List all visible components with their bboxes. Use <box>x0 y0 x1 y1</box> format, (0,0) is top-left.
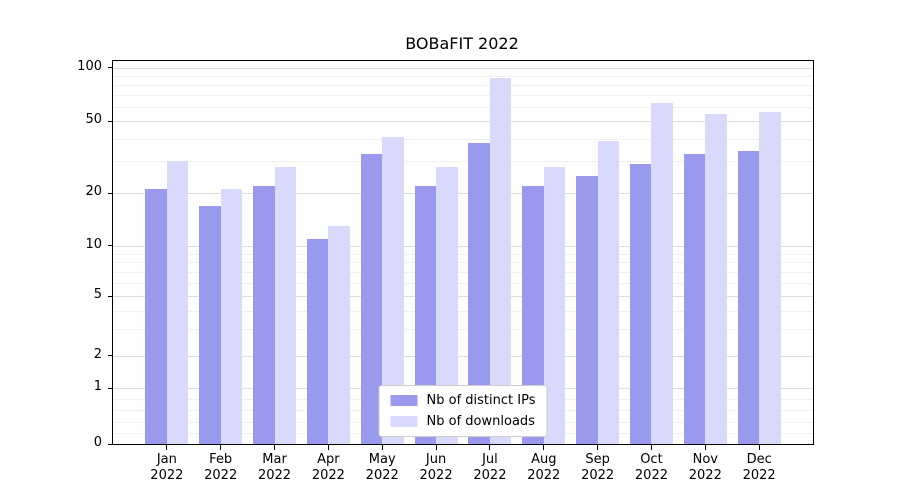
bar-distinct-ips-mar <box>253 185 275 444</box>
bar-downloads-aug <box>543 166 566 444</box>
gridline-minor <box>113 262 813 264</box>
y-tick-mark <box>108 67 113 69</box>
legend-item-distinct-ips: Nb of distinct IPs <box>390 393 536 408</box>
x-tick-mark <box>543 445 545 450</box>
bar-downloads-oct <box>651 103 673 444</box>
gridline-minor <box>113 329 813 331</box>
x-tick-mark <box>489 445 491 450</box>
y-tick-mark <box>108 355 113 357</box>
x-tick-mark <box>650 445 652 450</box>
bar-downloads-jul <box>489 77 512 444</box>
x-tick-label: Apr 2022 <box>311 452 345 483</box>
bar-downloads-apr <box>328 225 350 444</box>
x-tick-label: May 2022 <box>365 452 399 483</box>
legend-item-downloads: Nb of downloads <box>390 414 536 429</box>
bar-distinct-ips-jul <box>468 142 490 444</box>
bar-distinct-ips-may <box>360 153 383 444</box>
gridline-minor <box>113 161 813 163</box>
bar-downloads-nov <box>705 113 727 444</box>
legend-swatch-downloads <box>390 416 418 427</box>
y-tick-label: 50 <box>85 112 102 128</box>
y-tick-mark <box>108 443 113 445</box>
gridline-major <box>113 121 813 123</box>
x-tick-label: Mar 2022 <box>257 452 292 483</box>
bar-distinct-ips-sep <box>576 175 598 444</box>
bar-downloads-feb <box>220 189 243 444</box>
bar-downloads-jan <box>166 161 189 444</box>
gridline-minor <box>113 75 813 77</box>
x-tick-label: Nov 2022 <box>688 452 722 483</box>
bar-downloads-sep <box>597 140 620 444</box>
bar-downloads-jun <box>436 166 458 444</box>
gridline-minor <box>113 107 813 109</box>
x-tick-label: Jan 2022 <box>150 452 184 483</box>
y-tick-label: 100 <box>77 58 102 74</box>
gridline-minor <box>113 138 813 140</box>
bar-distinct-ips-feb <box>199 205 221 444</box>
bar-distinct-ips-jun <box>414 185 437 444</box>
x-tick-mark <box>327 445 329 450</box>
gridline-major <box>113 355 813 357</box>
x-tick-mark <box>166 445 168 450</box>
bar-distinct-ips-aug <box>522 185 544 444</box>
plot-area <box>112 60 814 445</box>
bar-distinct-ips-apr <box>306 238 329 444</box>
bar-downloads-mar <box>274 166 297 444</box>
bar-distinct-ips-dec <box>737 151 760 444</box>
x-tick-mark <box>758 445 760 450</box>
x-tick-mark <box>704 445 706 450</box>
bar-downloads-may <box>382 136 404 444</box>
gridline-major <box>113 245 813 247</box>
gridline-major <box>113 193 813 195</box>
bar-distinct-ips-oct <box>629 163 652 444</box>
legend-swatch-distinct-ips <box>390 395 418 406</box>
y-tick-label: 10 <box>85 236 102 252</box>
y-tick-mark <box>108 295 113 297</box>
x-tick-label: Aug 2022 <box>527 452 561 483</box>
legend: Nb of distinct IPs Nb of downloads <box>378 385 548 437</box>
gridline-minor <box>113 310 813 312</box>
y-tick-mark <box>108 245 113 247</box>
gridline-major <box>113 296 813 298</box>
gridline-minor <box>113 85 813 87</box>
y-tick-label: 20 <box>85 184 102 200</box>
y-tick-mark <box>108 387 113 389</box>
legend-label-downloads: Nb of downloads <box>426 414 535 429</box>
gridline-minor <box>113 95 813 97</box>
x-tick-label: Feb 2022 <box>204 452 238 483</box>
x-tick-label: Sep 2022 <box>581 452 615 483</box>
y-tick-label: 5 <box>93 287 102 303</box>
gridline-major <box>113 67 813 69</box>
x-tick-label: Jun 2022 <box>419 452 453 483</box>
x-tick-mark <box>220 445 222 450</box>
chart-title: BOBaFIT 2022 <box>405 34 519 53</box>
x-tick-label: Oct 2022 <box>634 452 668 483</box>
y-tick-mark <box>108 120 113 122</box>
y-tick-label: 1 <box>93 379 102 395</box>
x-tick-mark <box>435 445 437 450</box>
x-tick-mark <box>597 445 599 450</box>
gridline-minor <box>113 271 813 273</box>
x-tick-label: Jul 2022 <box>473 452 507 483</box>
bar-distinct-ips-nov <box>683 153 706 444</box>
gridline-minor <box>113 282 813 284</box>
bar-downloads-dec <box>759 112 781 444</box>
bar-distinct-ips-jan <box>145 189 167 444</box>
y-tick-label: 0 <box>93 435 102 450</box>
legend-label-distinct-ips: Nb of distinct IPs <box>426 393 536 408</box>
gridline-minor <box>113 253 813 255</box>
x-tick-mark <box>381 445 383 450</box>
x-tick-mark <box>274 445 276 450</box>
y-tick-mark <box>108 192 113 194</box>
y-tick-label: 2 <box>93 346 102 362</box>
x-tick-label: Dec 2022 <box>742 452 776 483</box>
